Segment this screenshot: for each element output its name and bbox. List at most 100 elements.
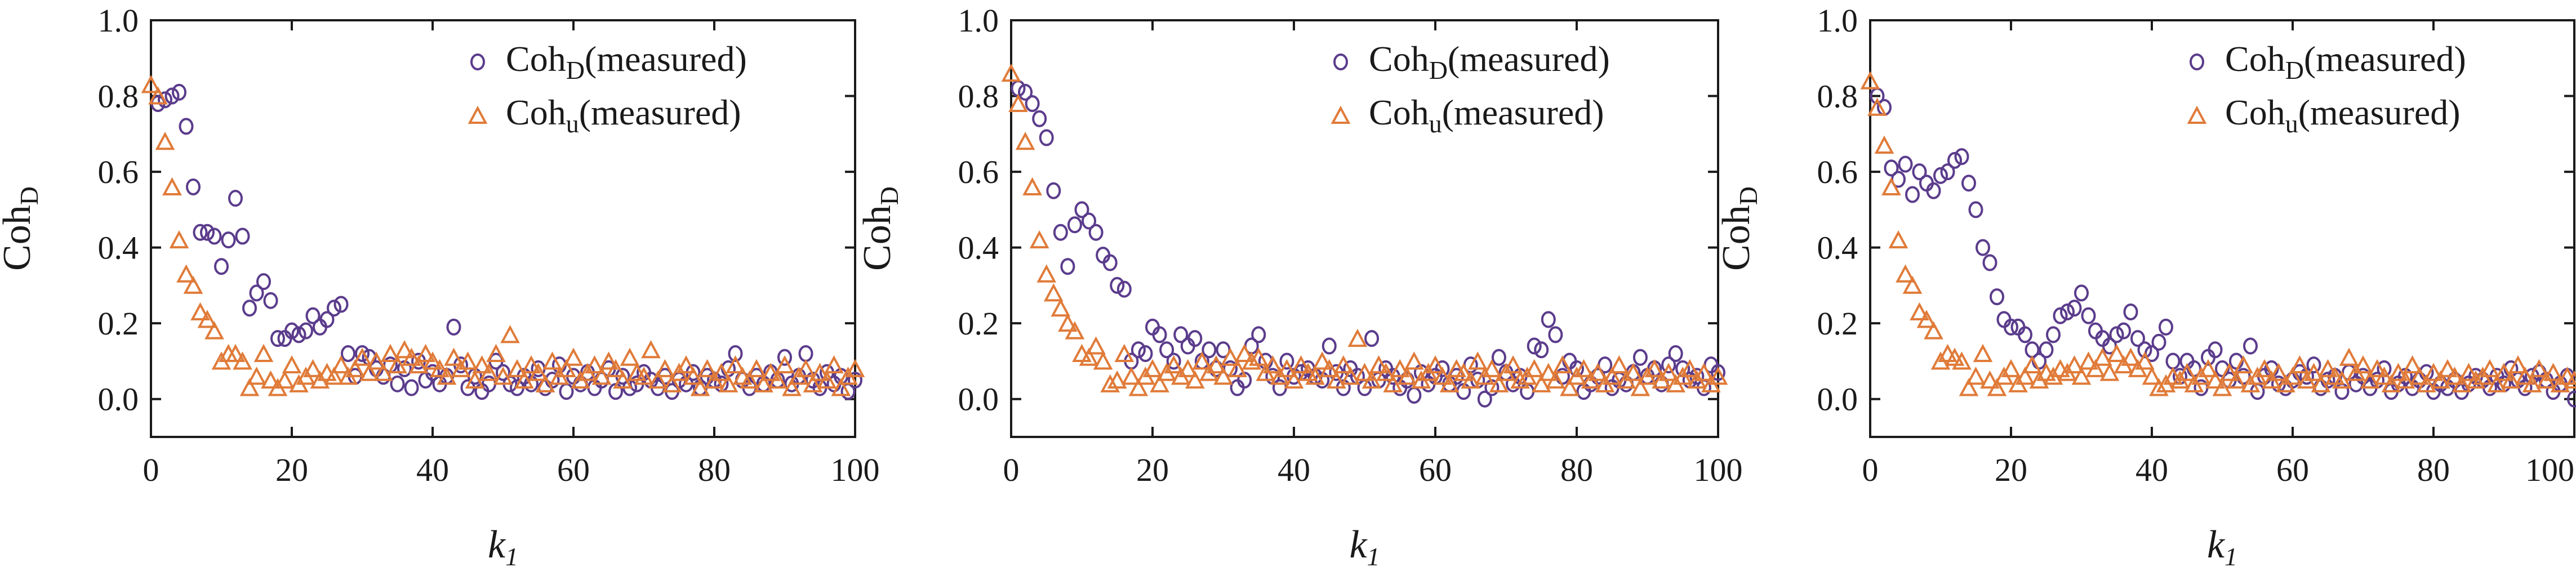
data-point bbox=[1397, 367, 1417, 385]
data-point bbox=[1425, 355, 1445, 374]
data-point bbox=[2085, 359, 2106, 377]
data-point bbox=[1632, 349, 1648, 366]
y-axis-label: CohD bbox=[856, 186, 904, 271]
series-cohu bbox=[1860, 71, 2576, 396]
data-point bbox=[1220, 347, 1240, 366]
data-point bbox=[1305, 367, 1325, 385]
data-point bbox=[1107, 370, 1127, 389]
data-point bbox=[1369, 355, 1389, 374]
legend-marker bbox=[1333, 53, 1348, 70]
data-point bbox=[1961, 175, 1976, 192]
data-point bbox=[2004, 318, 2018, 336]
data-point bbox=[718, 374, 738, 392]
data-point bbox=[1018, 83, 1033, 101]
y-tick-label: 0.6 bbox=[958, 154, 999, 190]
data-point bbox=[2374, 367, 2394, 385]
data-point bbox=[1987, 378, 2007, 396]
data-point bbox=[2149, 378, 2169, 396]
data-point bbox=[1874, 135, 1894, 154]
data-point bbox=[193, 224, 208, 241]
data-point bbox=[2208, 341, 2223, 359]
data-point bbox=[1390, 359, 1410, 377]
data-point bbox=[2060, 303, 2075, 320]
data-point bbox=[2212, 378, 2232, 396]
data-point bbox=[1039, 129, 1054, 146]
data-point bbox=[422, 351, 443, 370]
data-point bbox=[782, 378, 802, 396]
data-point bbox=[228, 190, 243, 207]
data-point bbox=[542, 351, 562, 370]
data-point bbox=[1658, 363, 1679, 381]
data-point bbox=[754, 374, 773, 392]
data-point bbox=[2360, 370, 2380, 389]
data-point bbox=[402, 347, 421, 366]
data-point bbox=[1128, 378, 1149, 396]
data-point bbox=[620, 347, 640, 366]
data-point bbox=[768, 370, 788, 389]
series-cohu bbox=[1001, 63, 1728, 396]
data-point bbox=[1534, 341, 1549, 359]
data-point bbox=[1990, 288, 2004, 306]
data-point bbox=[2403, 355, 2422, 374]
data-point bbox=[2015, 367, 2035, 385]
data-point bbox=[169, 230, 189, 249]
data-point bbox=[235, 227, 250, 245]
data-point bbox=[1100, 374, 1120, 392]
data-point bbox=[1982, 254, 1997, 271]
data-point bbox=[831, 378, 851, 396]
data-point bbox=[2487, 374, 2507, 392]
data-point bbox=[172, 83, 186, 101]
x-tick-label: 40 bbox=[2135, 452, 2168, 488]
text-subscript: 1 bbox=[1367, 542, 1380, 567]
data-point bbox=[1541, 311, 1556, 328]
data-point bbox=[1888, 230, 1908, 249]
legend-marker bbox=[470, 53, 485, 70]
y-tick-label: 0.2 bbox=[98, 305, 139, 342]
data-point bbox=[535, 374, 555, 392]
data-point bbox=[158, 91, 172, 109]
data-point bbox=[1131, 341, 1146, 359]
data-point bbox=[2452, 374, 2472, 392]
data-point bbox=[1164, 355, 1184, 374]
data-point bbox=[416, 343, 435, 362]
text-suffix: (measured) bbox=[2304, 39, 2466, 79]
data-point bbox=[239, 378, 260, 396]
data-point bbox=[179, 118, 194, 135]
data-point bbox=[327, 300, 341, 317]
text-main: Coh bbox=[1715, 205, 1758, 271]
data-point bbox=[798, 345, 813, 362]
data-point bbox=[2093, 347, 2112, 366]
data-point bbox=[2508, 355, 2528, 374]
data-point bbox=[2395, 370, 2415, 389]
data-point bbox=[1322, 337, 1337, 355]
data-point bbox=[2046, 326, 2061, 343]
data-point bbox=[1086, 336, 1106, 355]
data-point bbox=[690, 378, 710, 396]
data-point bbox=[1088, 224, 1104, 241]
data-point bbox=[1896, 264, 1915, 283]
data-point bbox=[2367, 359, 2387, 377]
data-point bbox=[341, 345, 355, 362]
data-point bbox=[1404, 351, 1424, 370]
y-tick-label: 0.0 bbox=[98, 381, 139, 418]
data-point bbox=[2529, 359, 2549, 377]
data-point bbox=[1116, 280, 1132, 298]
data-point bbox=[242, 300, 257, 317]
text-main: Coh bbox=[506, 92, 566, 132]
data-point bbox=[1548, 326, 1563, 343]
data-point bbox=[2053, 307, 2068, 324]
y-axis-label: CohD bbox=[1715, 186, 1763, 271]
data-point bbox=[559, 383, 574, 400]
data-point bbox=[2243, 337, 2258, 355]
data-point bbox=[2332, 370, 2352, 389]
data-point bbox=[1538, 363, 1559, 381]
text-main: Coh bbox=[2225, 92, 2285, 132]
data-point bbox=[496, 364, 510, 381]
x-tick-label: 100 bbox=[831, 452, 880, 488]
data-point bbox=[1711, 364, 1725, 381]
data-point bbox=[1661, 356, 1676, 374]
legend-label: Cohu(measured) bbox=[1369, 92, 1604, 138]
data-point bbox=[1279, 352, 1294, 370]
data-point bbox=[848, 372, 862, 389]
